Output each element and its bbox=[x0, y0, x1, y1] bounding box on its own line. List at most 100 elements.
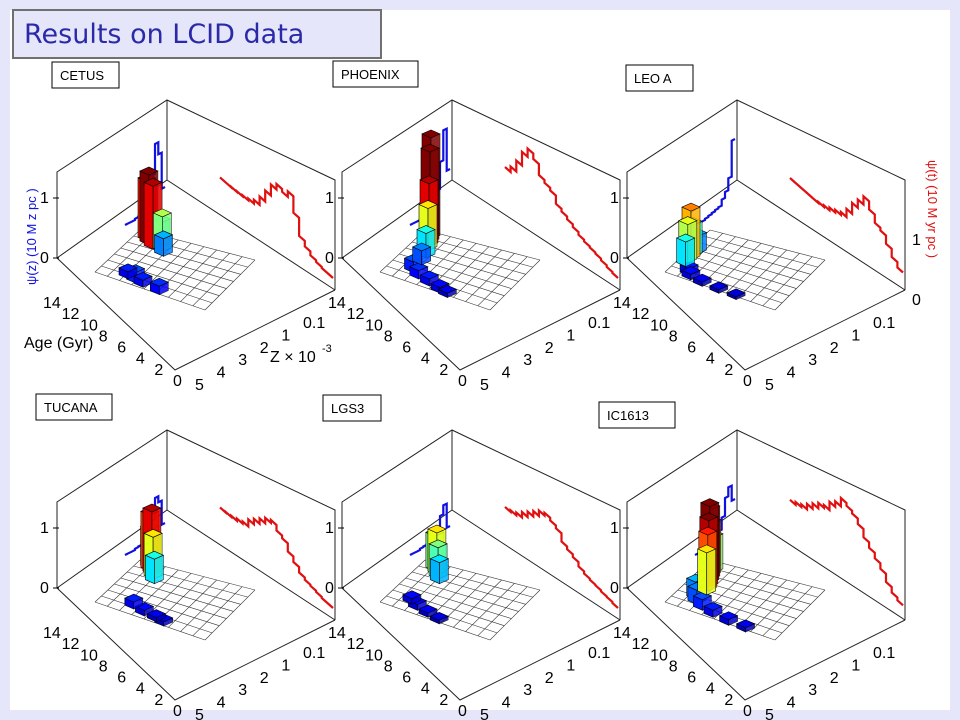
grid-line bbox=[399, 583, 512, 619]
bar-top bbox=[149, 277, 170, 287]
grid-line bbox=[127, 571, 241, 605]
bar-top bbox=[139, 166, 159, 176]
psi-t-histogram bbox=[504, 146, 619, 279]
tick-label-z: 3 bbox=[523, 352, 532, 369]
vertical-ticks: 10 bbox=[40, 520, 59, 597]
grid-line bbox=[424, 229, 541, 261]
bar-top bbox=[692, 273, 712, 283]
tick-label-age: 2 bbox=[154, 362, 163, 379]
tick-label-age: 2 bbox=[439, 362, 448, 379]
tick-label-z: 2 bbox=[545, 340, 554, 357]
tick-label-z: 4 bbox=[502, 365, 511, 382]
bar-top bbox=[144, 550, 165, 560]
tick-label-z: 5 bbox=[195, 707, 204, 720]
tick-label-vertical: 0 bbox=[325, 580, 334, 597]
sfr-bar-low bbox=[735, 619, 756, 633]
tick-label-age: 10 bbox=[650, 647, 668, 664]
tick-label-vertical: 0 bbox=[40, 250, 49, 267]
tick-label-z: 0.1 bbox=[873, 645, 895, 662]
tick-label-z: 1 bbox=[566, 657, 575, 674]
z-axis-label-exponent: -3 bbox=[322, 343, 332, 355]
tick-label-z: 0.1 bbox=[588, 315, 610, 332]
box-floor-edge bbox=[626, 587, 906, 701]
tick-label-age: 14 bbox=[43, 295, 61, 312]
tick-label-age: 10 bbox=[80, 317, 98, 334]
sfr-bar-low bbox=[429, 611, 449, 625]
galaxy-label-box bbox=[51, 61, 120, 89]
grid-line bbox=[725, 246, 775, 294]
tick-label-z: 1 bbox=[851, 327, 860, 344]
grid-line bbox=[453, 579, 502, 628]
tick-label-z: 5 bbox=[765, 707, 774, 720]
tick-label-age: 6 bbox=[687, 340, 696, 357]
tick-label-age: 8 bbox=[99, 658, 108, 675]
bar-front bbox=[145, 554, 155, 585]
bar-top bbox=[146, 609, 167, 618]
grid-line bbox=[709, 559, 826, 591]
galaxy-label-box bbox=[625, 64, 694, 92]
tick-label-age: 4 bbox=[706, 681, 715, 698]
bar-top bbox=[703, 601, 723, 611]
sfr-bars bbox=[675, 202, 746, 301]
tick-label-age: 6 bbox=[402, 340, 411, 357]
tick-label-z: 2 bbox=[260, 340, 269, 357]
tick-label-age: 14 bbox=[328, 295, 346, 312]
sfr-bar-peak bbox=[429, 554, 450, 585]
grid-line bbox=[120, 247, 234, 282]
box-frame bbox=[626, 429, 906, 701]
tick-label-z: 2 bbox=[545, 670, 554, 687]
grid-line bbox=[204, 259, 256, 311]
galaxy-label: CETUS bbox=[60, 68, 104, 83]
tick-label-vertical: 1 bbox=[610, 190, 619, 207]
grid-line bbox=[762, 256, 813, 306]
tick-label-age: 10 bbox=[650, 317, 668, 334]
grid-line bbox=[168, 579, 217, 628]
bar-top bbox=[430, 279, 450, 288]
galaxy-label-box bbox=[322, 394, 382, 422]
sfr-bar-peak bbox=[153, 230, 174, 257]
bar-top bbox=[418, 604, 438, 614]
sfr-bar-low bbox=[692, 273, 712, 287]
grid-line bbox=[379, 559, 426, 603]
box-frame bbox=[341, 429, 621, 701]
tick-label-age: 6 bbox=[687, 670, 696, 687]
tick-label-age: 10 bbox=[365, 647, 383, 664]
slide-title: Results on LCID data bbox=[24, 19, 305, 50]
tick-label-vertical: 1 bbox=[610, 520, 619, 537]
galaxy-label: TUCANA bbox=[44, 400, 98, 415]
tick-label-age: 2 bbox=[724, 362, 733, 379]
grid-line bbox=[489, 589, 541, 641]
bar-front bbox=[143, 181, 154, 250]
sfr-bar-low bbox=[718, 611, 739, 626]
sfr-bar-low bbox=[402, 590, 422, 605]
sfr-bar-low bbox=[437, 284, 458, 298]
grid-line bbox=[477, 256, 528, 306]
tick-label-age: 4 bbox=[421, 351, 430, 368]
bar-top bbox=[419, 270, 440, 280]
box-back-floor-right bbox=[166, 179, 336, 291]
bar-top bbox=[124, 593, 144, 603]
vertical-ticks: 10 bbox=[610, 520, 629, 597]
box-floor-edge bbox=[56, 587, 336, 701]
tick-label-vertical: 0 bbox=[610, 580, 619, 597]
tick-label-z: 4 bbox=[217, 695, 226, 712]
bar-side bbox=[439, 558, 449, 585]
grid-line bbox=[477, 586, 528, 636]
sfr-bars bbox=[402, 524, 450, 625]
grid-line bbox=[738, 579, 787, 628]
bar-top bbox=[133, 271, 153, 281]
tick-label-age: 0 bbox=[743, 373, 752, 390]
tick-label-age: 12 bbox=[632, 306, 650, 323]
tick-label-age: 14 bbox=[613, 295, 631, 312]
grid-line bbox=[168, 249, 217, 298]
grid-line bbox=[180, 583, 230, 632]
grid-line bbox=[192, 586, 243, 636]
